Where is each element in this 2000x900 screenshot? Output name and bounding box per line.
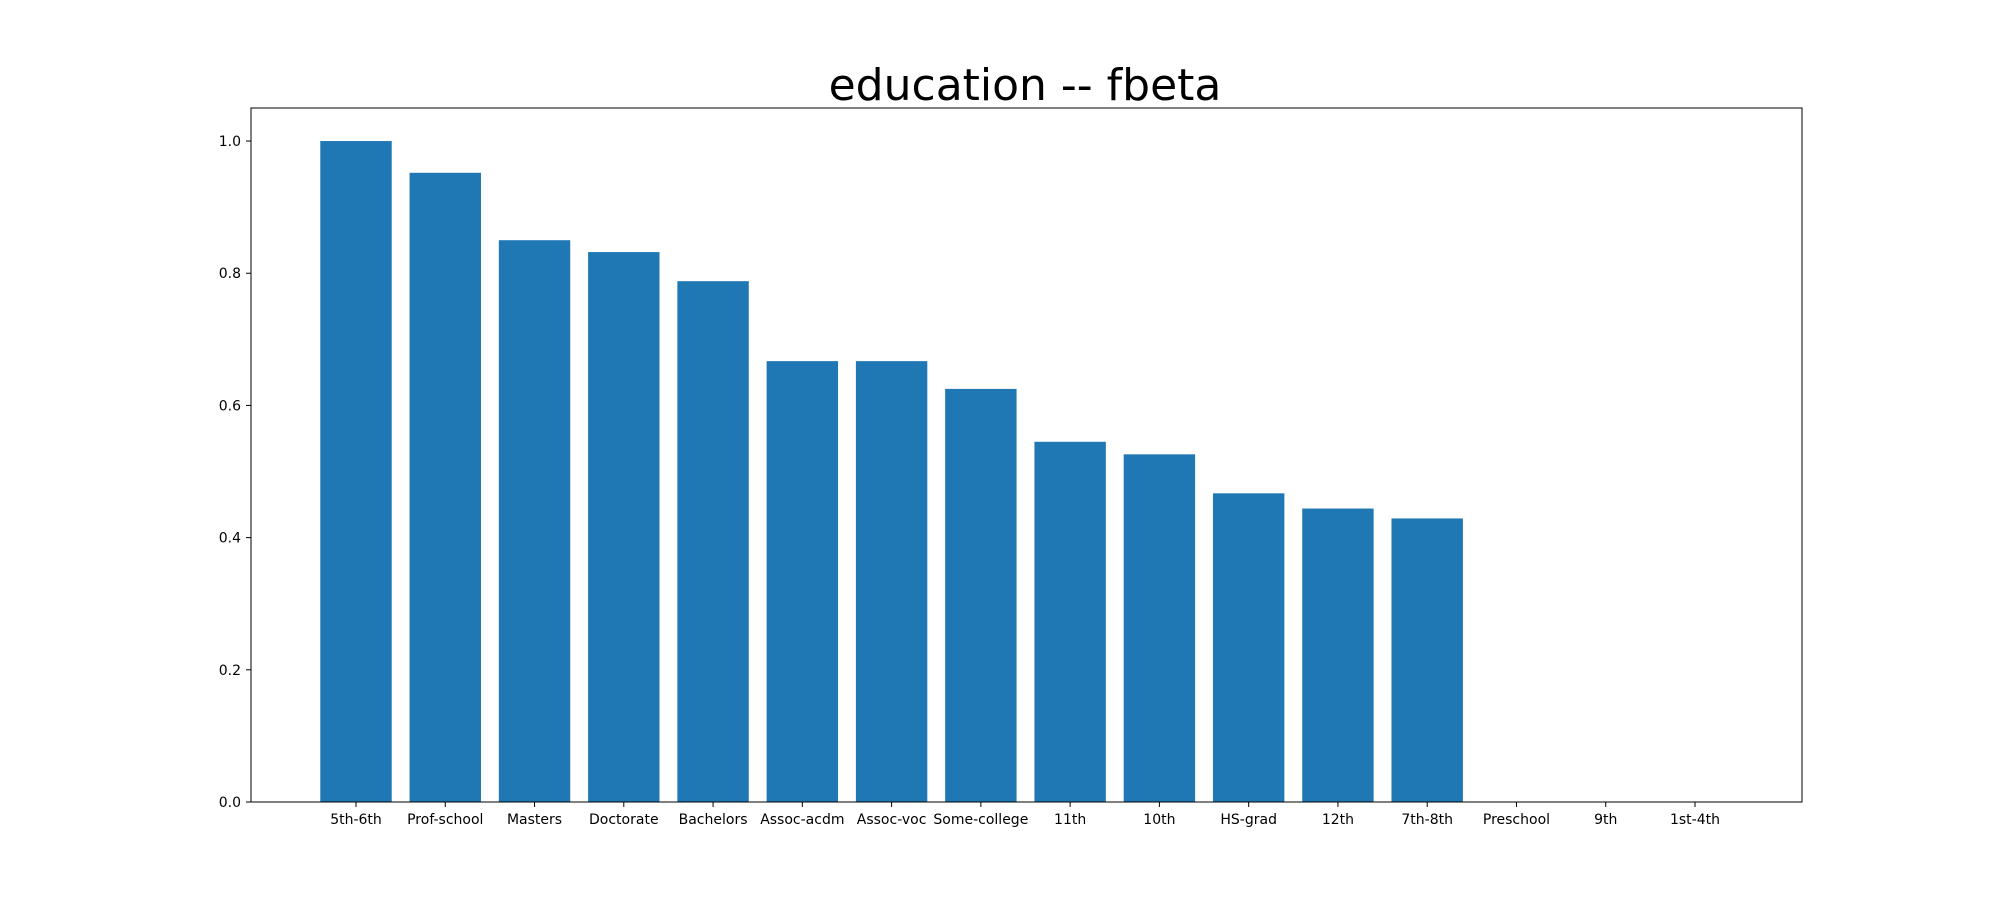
x-tick-label: HS-grad (1220, 812, 1277, 828)
bar-7th-8th (1391, 518, 1462, 802)
bar-Prof-school (410, 173, 481, 802)
bar-Bachelors (677, 281, 748, 802)
bar-12th (1302, 509, 1373, 802)
x-tick-label: 9th (1594, 812, 1617, 828)
chart-title: education -- fbeta (829, 60, 1222, 111)
bar-Doctorate (588, 252, 659, 802)
x-tick-label: Preschool (1483, 812, 1550, 828)
x-tick-label: 1st-4th (1670, 812, 1720, 828)
x-tick-label: 12th (1322, 812, 1354, 828)
y-tick-label: 0.8 (219, 266, 241, 282)
y-tick-label: 0.4 (219, 531, 241, 547)
x-tick-label: Doctorate (589, 812, 659, 828)
x-tick-label: Some-college (933, 812, 1028, 828)
bars-layer (320, 141, 1463, 802)
x-tick-label: Assoc-acdm (760, 812, 844, 828)
axes-frame (251, 108, 1802, 802)
bar-10th (1124, 454, 1195, 802)
x-tick-label: Assoc-voc (857, 812, 927, 828)
bar-Some-college (945, 389, 1016, 802)
x-tick-label: 10th (1143, 812, 1175, 828)
x-tick-label: Masters (507, 812, 562, 828)
x-axis: 5th-6th Prof-school Masters Doctorate Bachel… (330, 802, 1720, 828)
y-tick-label: 0.2 (219, 663, 241, 679)
bar-Masters (499, 240, 570, 802)
bar-Assoc-acdm (767, 361, 838, 802)
y-axis: 0.0 0.2 0.4 0.6 0.8 1.0 (219, 134, 251, 811)
y-tick-label: 0.6 (219, 398, 241, 414)
bar-HS-grad (1213, 493, 1284, 802)
y-tick-label: 0.0 (219, 795, 241, 811)
x-tick-label: Prof-school (407, 812, 483, 828)
x-tick-label: Bachelors (679, 812, 748, 828)
x-tick-label: 7th-8th (1401, 812, 1453, 828)
bar-Assoc-voc (856, 361, 927, 802)
x-tick-label: 11th (1054, 812, 1086, 828)
y-tick-label: 1.0 (219, 134, 241, 150)
x-tick-label: 5th-6th (330, 812, 382, 828)
bar-11th (1034, 442, 1105, 802)
bar-5th-6th (320, 141, 391, 802)
